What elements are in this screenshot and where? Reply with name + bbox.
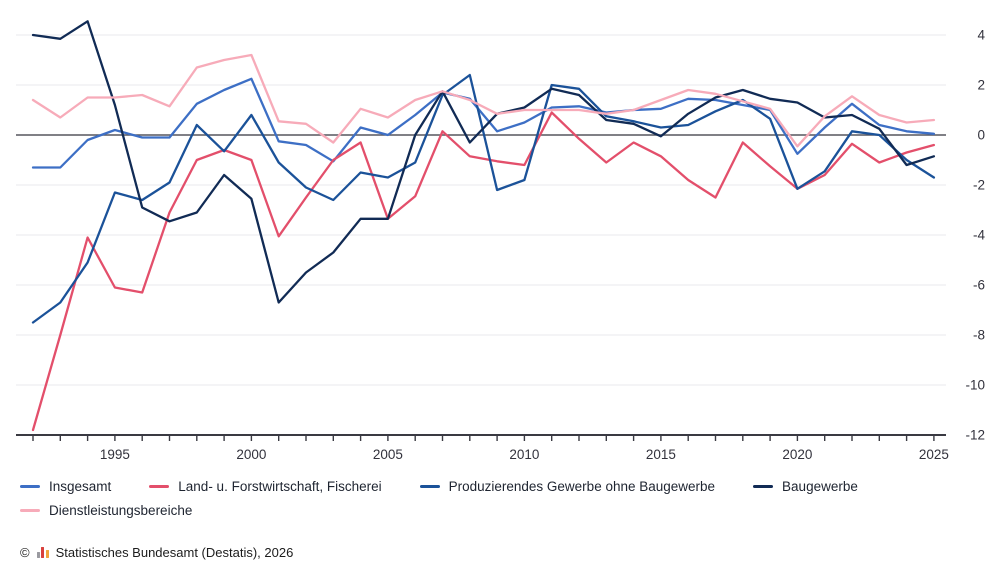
source-text: Statistisches Bundesamt (Destatis), 2026 (55, 545, 294, 560)
series-line-dienstleistungsbereiche (31, 53, 936, 148)
series-line-insgesamt (31, 77, 936, 169)
x-tick-label: 2010 (509, 447, 539, 462)
source-footer: © Statistisches Bundesamt (Destatis), 20… (20, 545, 293, 560)
y-tick-label: -10 (965, 378, 985, 393)
legend-swatch-icon (20, 508, 40, 513)
legend-label: Dienstleistungsbereiche (49, 503, 193, 518)
series-line-produzierendes-gewerbe-ohne-baugewerbe (31, 73, 936, 324)
x-tick-label: 2005 (373, 447, 403, 462)
legend-swatch-icon (753, 484, 774, 489)
legend-item-land-u-forstwirtschaft-fischerei[interactable]: Land- u. Forstwirtschaft, Fischerei (149, 479, 382, 494)
destatis-bar-chart-icon (36, 547, 49, 558)
legend-item-produzierendes-gewerbe-ohne-baugewerbe[interactable]: Produzierendes Gewerbe ohne Baugewerbe (419, 479, 716, 494)
y-tick-label: 2 (977, 78, 985, 93)
x-tick-label: 2020 (782, 447, 812, 462)
legend-swatch-icon (149, 484, 170, 489)
line-chart-svg: 4 2 0 -2 -4 -6 -8 -10 -12 1995 2000 2005 2010 2015 202… (16, 20, 985, 462)
copyright-symbol: © (20, 545, 30, 560)
series-line-baugewerbe (31, 20, 936, 304)
legend-swatch-icon (419, 484, 440, 489)
legend-item-dienstleistungsbereiche[interactable]: Dienstleistungsbereiche (20, 503, 192, 518)
y-tick-label: 4 (977, 28, 985, 43)
y-tick-label: -8 (973, 328, 985, 343)
legend-label: Produzierendes Gewerbe ohne Baugewerbe (448, 479, 716, 494)
x-tick-label: 2025 (919, 447, 949, 462)
series-line-land-u-forstwirtschaft-fischerei (31, 111, 936, 432)
chart-legend: Insgesamt Land- u. Forstwirtschaft, Fisch… (20, 479, 982, 518)
x-tick-label: 2000 (236, 447, 266, 462)
legend-label: Insgesamt (49, 479, 112, 494)
x-tick-label: 1995 (100, 447, 130, 462)
y-tick-label: 0 (977, 128, 985, 143)
legend-item-baugewerbe[interactable]: Baugewerbe (753, 479, 858, 494)
legend-label: Land- u. Forstwirtschaft, Fischerei (178, 479, 382, 494)
legend-label: Baugewerbe (782, 479, 858, 494)
chart-area: 4 2 0 -2 -4 -6 -8 -10 -12 1995 2000 2005 2010 2015 202… (16, 20, 985, 462)
y-tick-label: -6 (973, 278, 985, 293)
x-tick-label: 2015 (646, 447, 676, 462)
y-tick-label: -12 (965, 428, 985, 443)
legend-swatch-icon (20, 484, 40, 489)
y-tick-label: -4 (973, 228, 985, 243)
legend-item-insgesamt[interactable]: Insgesamt (20, 479, 111, 494)
y-tick-label: -2 (973, 178, 985, 193)
